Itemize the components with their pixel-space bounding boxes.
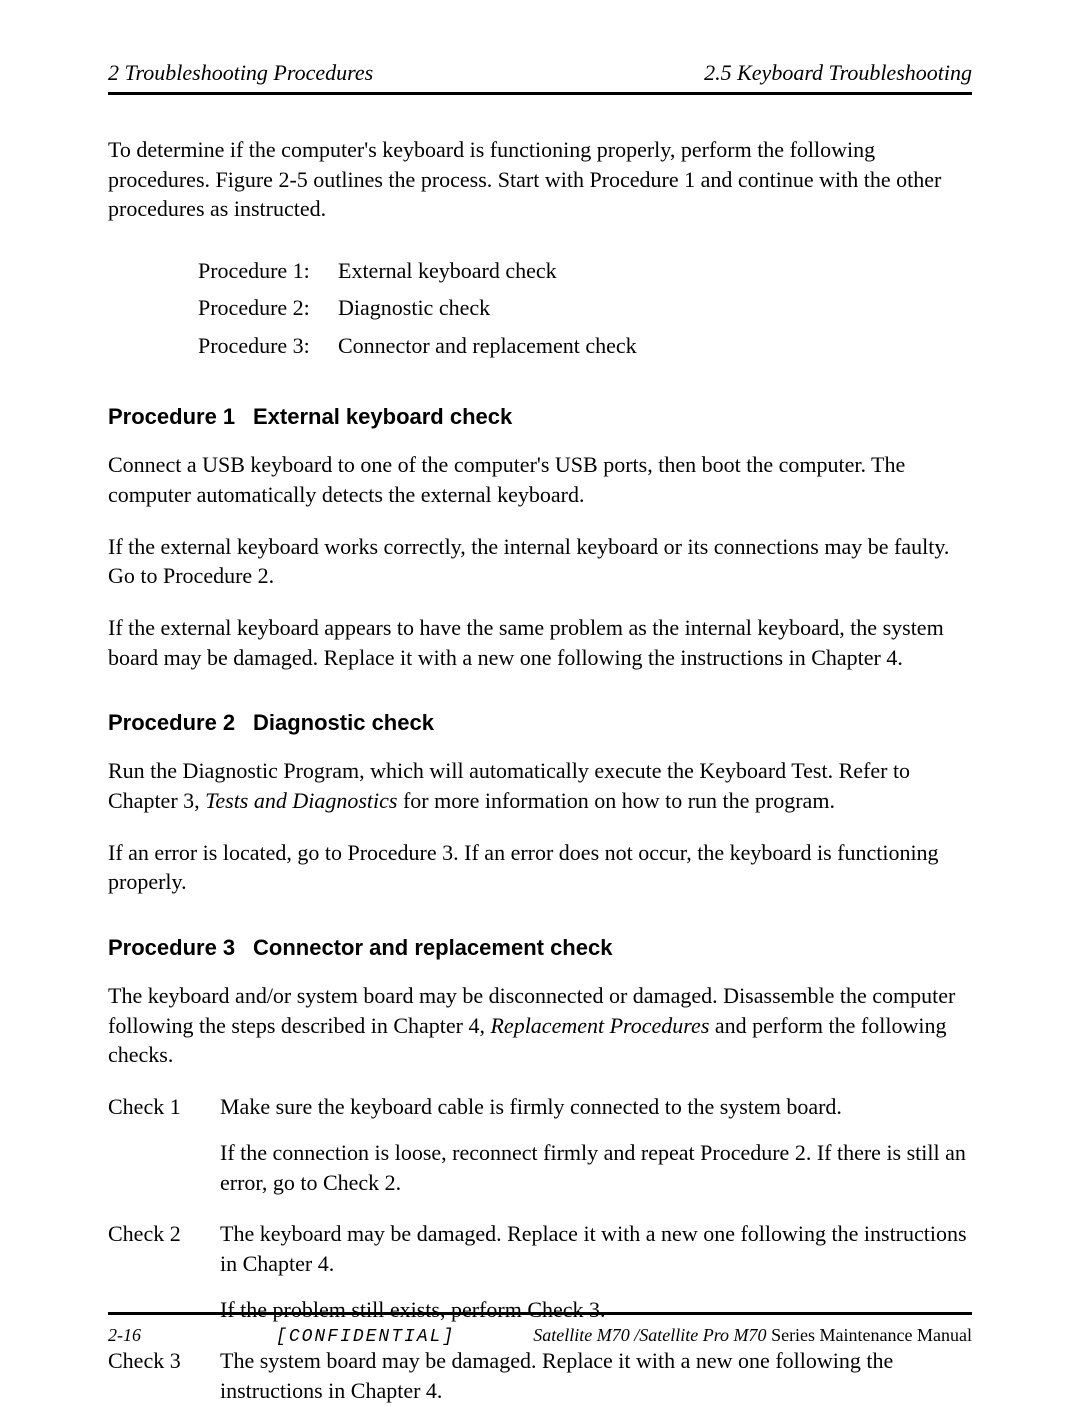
heading-number: Procedure 3	[108, 935, 253, 961]
procedure-list: Procedure 1: External keyboard check Pro…	[198, 252, 972, 364]
check-list: Check 1 Make sure the keyboard cable is …	[108, 1092, 972, 1406]
manual-title-regular: Series Maintenance Manual	[771, 1325, 972, 1345]
body-paragraph: If an error is located, go to Procedure …	[108, 838, 972, 897]
check-line: The keyboard may be damaged. Replace it …	[220, 1219, 972, 1278]
body-paragraph: Connect a USB keyboard to one of the com…	[108, 450, 972, 509]
check-item: Check 2 The keyboard may be damaged. Rep…	[108, 1219, 972, 1324]
body-paragraph: If the external keyboard works correctly…	[108, 532, 972, 591]
confidential-label: [CONFIDENTIAL]	[276, 1327, 455, 1347]
section-heading: Procedure 1 External keyboard check	[108, 404, 972, 430]
page-header: 2 Troubleshooting Procedures 2.5 Keyboar…	[108, 60, 972, 95]
body-paragraph: Run the Diagnostic Program, which will a…	[108, 756, 972, 815]
check-item: Check 1 Make sure the keyboard cable is …	[108, 1092, 972, 1197]
procedure-title: Connector and replacement check	[338, 327, 637, 364]
heading-title: Connector and replacement check	[253, 935, 612, 961]
italic-text: Replacement Procedures	[490, 1013, 709, 1038]
page-number: 2-16	[108, 1325, 198, 1346]
heading-number: Procedure 2	[108, 710, 253, 736]
manual-title: Satellite M70 /Satellite Pro M70 Series …	[533, 1325, 972, 1346]
procedure-title: External keyboard check	[338, 252, 557, 289]
procedure-label: Procedure 2:	[198, 289, 338, 326]
body-paragraph: The keyboard and/or system board may be …	[108, 981, 972, 1070]
check-line: Make sure the keyboard cable is firmly c…	[220, 1092, 972, 1122]
check-label: Check 2	[108, 1219, 220, 1324]
heading-title: Diagnostic check	[253, 710, 434, 736]
list-item: Procedure 2: Diagnostic check	[198, 289, 972, 326]
text-run: for more information on how to run the p…	[397, 788, 834, 813]
heading-title: External keyboard check	[253, 404, 512, 430]
procedure-label: Procedure 1:	[198, 252, 338, 289]
body-paragraph: If the external keyboard appears to have…	[108, 613, 972, 672]
procedure-1-section: Procedure 1 External keyboard check Conn…	[108, 404, 972, 672]
header-right: 2.5 Keyboard Troubleshooting	[704, 60, 972, 86]
section-heading: Procedure 2 Diagnostic check	[108, 710, 972, 736]
page-footer: 2-16 [CONFIDENTIAL] Satellite M70 /Satel…	[108, 1312, 972, 1347]
procedure-title: Diagnostic check	[338, 289, 490, 326]
section-heading: Procedure 3 Connector and replacement ch…	[108, 935, 972, 961]
manual-title-italic: Satellite M70 /Satellite Pro M70	[533, 1325, 771, 1345]
procedure-label: Procedure 3:	[198, 327, 338, 364]
list-item: Procedure 1: External keyboard check	[198, 252, 972, 289]
check-line: If the connection is loose, reconnect fi…	[220, 1138, 972, 1197]
header-left: 2 Troubleshooting Procedures	[108, 60, 373, 86]
list-item: Procedure 3: Connector and replacement c…	[198, 327, 972, 364]
check-body: Make sure the keyboard cable is firmly c…	[220, 1092, 972, 1197]
intro-paragraph: To determine if the computer's keyboard …	[108, 135, 972, 224]
heading-number: Procedure 1	[108, 404, 253, 430]
procedure-2-section: Procedure 2 Diagnostic check Run the Dia…	[108, 710, 972, 897]
check-label: Check 1	[108, 1092, 220, 1197]
document-page: 2 Troubleshooting Procedures 2.5 Keyboar…	[0, 0, 1080, 1397]
italic-text: Tests and Diagnostics	[205, 788, 397, 813]
check-body: The keyboard may be damaged. Replace it …	[220, 1219, 972, 1324]
